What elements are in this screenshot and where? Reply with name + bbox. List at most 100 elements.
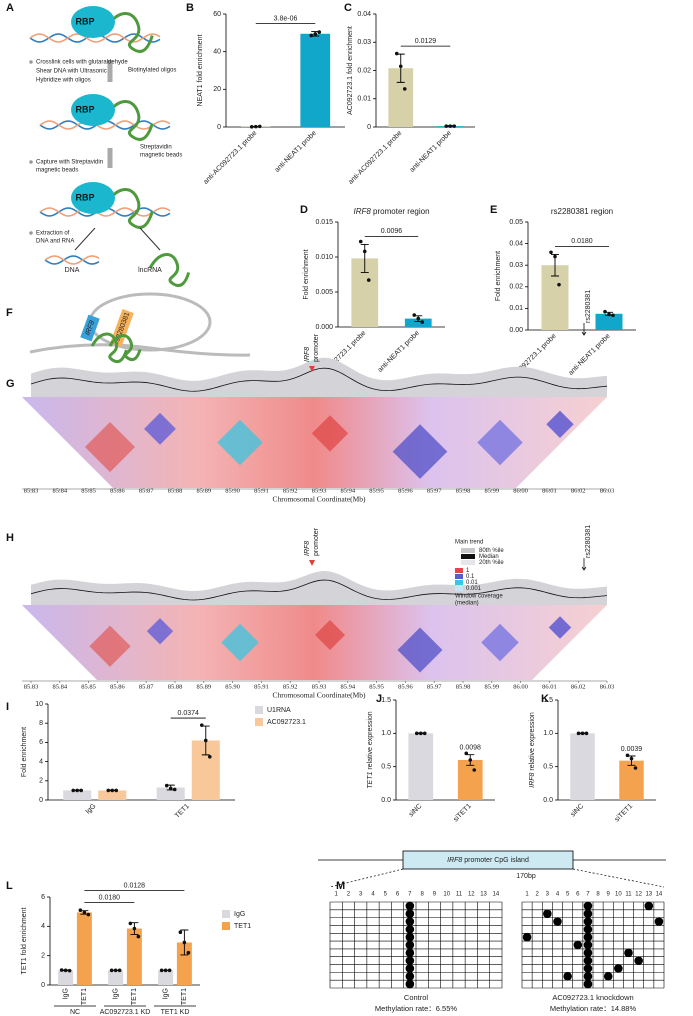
column-number: 5 — [566, 892, 570, 898]
x-tick-label: TET1 — [174, 803, 191, 820]
column-number: 12 — [468, 892, 475, 898]
legend-label: IgG — [234, 911, 245, 918]
x-tick-label: anti-AC092723.1 probe — [347, 130, 403, 186]
dna-strand — [39, 207, 171, 217]
y-axis-label: IRF8 relative expression — [529, 712, 536, 788]
legend-swatch — [461, 548, 475, 553]
y-tick-label: 0.0 — [381, 797, 391, 804]
x-tick-label: anti-NEAT1 probe — [568, 333, 612, 377]
y-axis-label: Fold enrichment — [303, 249, 310, 299]
data-point — [128, 921, 133, 926]
data-point — [106, 788, 111, 793]
x-tick-label: 86.03 — [600, 487, 615, 494]
y-axis-label: NEAT1 fold enrichment — [197, 35, 204, 107]
y-axis-label: Fold enrichment — [495, 251, 502, 301]
text-part: TET1 — [367, 772, 374, 789]
data-point — [63, 968, 68, 973]
heatmap-block — [397, 627, 443, 673]
x-tick-label: 85.87 — [139, 487, 154, 494]
sample-name: Control — [404, 993, 429, 1002]
data-point — [67, 968, 72, 973]
methylated-cpg — [573, 940, 583, 950]
x-tick-label: NC — [70, 1009, 80, 1016]
legend-swatch — [255, 706, 263, 714]
legend-label: AC092723.1 — [267, 719, 306, 726]
methylated-cpg — [624, 948, 633, 958]
data-point — [580, 731, 585, 736]
bar — [570, 733, 595, 800]
data-point — [603, 309, 607, 314]
methylated-cpg — [405, 925, 415, 934]
methylated-cpg — [583, 940, 593, 950]
rbp — [71, 94, 115, 126]
data-point — [182, 940, 187, 945]
bullet — [29, 160, 33, 164]
data-point — [86, 912, 91, 917]
x-tick-label: 86.01 — [542, 487, 557, 494]
x-tick-label: 85.94 — [340, 683, 355, 690]
column-number: 2 — [536, 892, 540, 898]
y-tick-label: 60 — [213, 11, 221, 18]
y-tick-label: 0.5 — [381, 764, 391, 771]
text-part: NEAT1 fold enrichment — [197, 35, 204, 107]
y-axis-label: AC092723.1 fold enrichment — [347, 26, 354, 115]
column-number: 3 — [546, 892, 550, 898]
column-number: 13 — [480, 892, 487, 898]
methylated-cpg — [583, 964, 593, 973]
column-number: 2 — [347, 892, 351, 898]
column-number: 3 — [359, 892, 363, 898]
data-point — [136, 934, 141, 939]
text-part: IRF8 — [447, 857, 462, 864]
y-tick-label: 0.02 — [509, 284, 523, 291]
data-point — [117, 968, 122, 973]
rna — [103, 188, 154, 229]
data-point — [253, 124, 258, 129]
chart-title: IRF8 promoter region — [353, 207, 429, 216]
percentile-band — [31, 357, 607, 397]
reagent-text: Streptavidin — [140, 145, 172, 151]
methylated-cpg — [553, 917, 562, 926]
legend-label: 0.001 — [466, 586, 482, 592]
step-text: Hybridize with oligos — [36, 78, 91, 84]
panel-label: D — [300, 204, 308, 216]
methylated-cpg — [583, 956, 593, 965]
rbp-label: RBP — [75, 16, 94, 26]
y-tick-label: 40 — [213, 49, 221, 56]
rna — [90, 332, 128, 364]
legend-swatch — [455, 586, 463, 591]
length-label: 170bp — [516, 873, 536, 880]
y-axis-label: Fold enrichment — [21, 727, 28, 777]
data-point — [412, 313, 417, 317]
x-tick-label: 85.91 — [254, 487, 269, 494]
data-point — [444, 124, 449, 128]
methylated-cpg — [405, 956, 415, 965]
bar-label: TET1 — [131, 988, 138, 1005]
data-point — [557, 282, 561, 287]
bar — [126, 928, 142, 985]
panel-label: C — [344, 2, 352, 14]
contact-heatmap — [22, 397, 607, 488]
step-text: DNA and RNA — [36, 239, 74, 245]
column-number: 12 — [635, 892, 642, 898]
column-number: 9 — [607, 892, 611, 898]
methylated-cpg — [405, 940, 415, 950]
y-tick-label: 0.01 — [509, 305, 523, 312]
percentile-band — [31, 570, 607, 605]
heatmap-block — [392, 424, 448, 479]
bar — [408, 733, 434, 800]
panel-label: J — [376, 693, 382, 705]
text-part: Fold enrichment — [303, 249, 310, 299]
data-point — [110, 788, 115, 793]
x-tick-label: 86.01 — [542, 683, 557, 690]
methylated-cpg — [405, 917, 415, 926]
x-tick-label: 85.83 — [24, 487, 39, 494]
panel-label: K — [541, 693, 549, 705]
x-tick-label: 85.88 — [168, 683, 183, 690]
x-tick-label: TET1 KD — [161, 1009, 190, 1016]
x-tick-label: 85.96 — [398, 487, 413, 494]
zoom-lines — [329, 868, 665, 888]
column-number: 5 — [384, 892, 388, 898]
data-point — [168, 786, 173, 791]
data-point — [633, 766, 638, 770]
